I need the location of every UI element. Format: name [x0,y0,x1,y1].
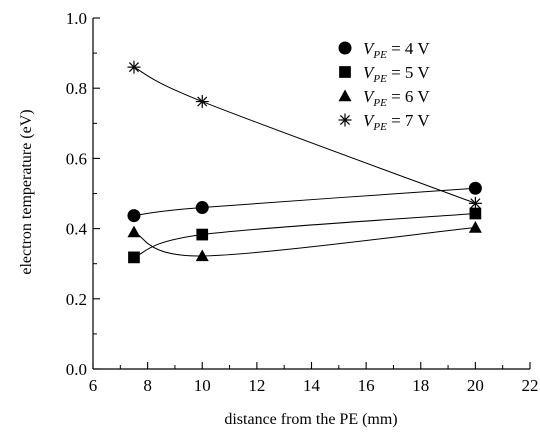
data-point-s3 [468,221,482,233]
x-tick-label: 6 [89,376,98,395]
x-axis-ticks: 6 8 10 12 14 16 18 20 22 [89,362,539,395]
y-tick-label: 0.2 [66,290,87,309]
x-tick-label: 12 [248,376,265,395]
series-line-2 [133,213,476,258]
legend-marker-4 [338,113,352,127]
x-tick-label: 22 [522,376,539,395]
data-point-s3 [127,225,141,238]
axes [92,18,530,370]
series-line-1 [133,187,476,217]
data-point-s1 [468,181,482,195]
legend-marker-1 [338,41,352,55]
data-point-s4 [468,196,482,210]
x-axis-label: distance from the PE (mm) [224,411,397,428]
data-point-s4 [127,60,141,74]
series-line-3 [133,227,476,257]
series-curves [133,66,476,258]
data-point-s4 [195,95,209,109]
x-tick-label: 10 [194,376,211,395]
y-tick-label: 0.0 [66,360,87,379]
legend-marker-3 [338,89,352,102]
series-markers [127,60,482,264]
y-tick-label: 0.8 [66,79,87,98]
x-tick-label: 14 [303,376,321,395]
legend-label-2: VPE = 5 V [363,63,430,85]
data-point-s1 [195,201,209,215]
x-tick-label: 16 [358,376,375,395]
y-tick-label: 1.0 [66,9,87,28]
y-tick-label: 0.4 [66,220,88,239]
data-point-s2 [469,207,482,220]
legend-marker-2 [339,66,351,78]
legend-label-4: VPE = 7 V [363,111,430,133]
data-point-s2 [128,251,140,264]
data-point-s3 [195,249,209,262]
x-tick-label: 18 [412,376,429,395]
legend-label-3: VPE = 6 V [363,87,430,109]
x-tick-label: 8 [143,376,152,395]
data-point-s2 [196,228,209,241]
legend-label-1: VPE = 4 V [363,39,430,61]
x-tick-label: 20 [467,376,484,395]
series-line-4 [133,66,476,204]
y-tick-label: 0.6 [66,149,87,168]
y-axis-label: electron temperature (eV) [18,109,35,274]
y-axis-ticks: 0.0 0.2 0.4 0.6 0.8 1.0 [66,9,100,379]
data-point-s1 [127,209,141,223]
